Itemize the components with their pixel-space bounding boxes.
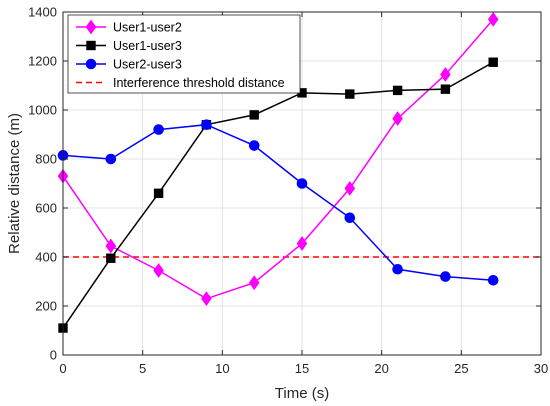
legend-entry: User2-user3 bbox=[76, 58, 182, 72]
diamond-marker bbox=[85, 19, 97, 35]
circle-marker bbox=[344, 212, 356, 224]
series-layer bbox=[57, 11, 499, 333]
legend-entry: User1-user2 bbox=[76, 19, 182, 35]
diamond-marker bbox=[105, 238, 117, 254]
diamond-marker bbox=[201, 291, 212, 307]
circle-marker bbox=[392, 263, 403, 275]
square-marker bbox=[392, 85, 403, 96]
y-tick-label: 600 bbox=[35, 201, 57, 216]
legend-label: Interference threshold distance bbox=[113, 76, 285, 90]
diamond-marker bbox=[296, 236, 308, 251]
series-line bbox=[62, 61, 494, 329]
y-tick-label: 200 bbox=[35, 299, 57, 314]
legend-box bbox=[67, 14, 301, 94]
series-1 bbox=[57, 11, 499, 307]
y-tick-label: 1400 bbox=[28, 5, 57, 20]
circle-marker bbox=[153, 124, 164, 135]
legend: User1-user2 User1-user3 User2-user3 Interfe… bbox=[67, 14, 301, 94]
diamond-marker bbox=[392, 111, 403, 126]
x-tick-label: 10 bbox=[215, 361, 229, 376]
x-tick-label: 25 bbox=[454, 361, 468, 376]
y-tick-label: 400 bbox=[35, 250, 57, 265]
circle-marker bbox=[85, 58, 97, 70]
square-marker bbox=[106, 253, 116, 263]
x-tick-label: 20 bbox=[374, 361, 388, 376]
legend-label: User1-user3 bbox=[113, 39, 182, 53]
circle-marker bbox=[105, 153, 117, 165]
series-line bbox=[62, 18, 494, 300]
x-axis-title: Time (s) bbox=[275, 385, 329, 402]
diamond-marker bbox=[153, 263, 164, 278]
circle-marker bbox=[248, 140, 260, 151]
diamond-marker bbox=[440, 67, 451, 82]
circle-marker bbox=[440, 271, 451, 282]
circle-marker bbox=[296, 178, 308, 189]
x-tick-label: 5 bbox=[139, 361, 146, 376]
legend-label: User1-user2 bbox=[113, 21, 182, 35]
square-marker bbox=[86, 40, 96, 51]
x-tick-labels: 0 5 10 15 20 25 30 bbox=[59, 361, 548, 376]
x-tick-label: 0 bbox=[59, 361, 66, 376]
series-line bbox=[62, 123, 494, 282]
y-tick-label: 1000 bbox=[28, 103, 57, 118]
legend-entry: Interference threshold distance bbox=[76, 76, 285, 90]
square-marker bbox=[345, 89, 355, 99]
y-axis-title: Relative distance (m) bbox=[6, 113, 23, 254]
square-marker bbox=[249, 110, 259, 120]
legend-entry: User1-user3 bbox=[76, 39, 182, 53]
circle-marker bbox=[201, 119, 212, 130]
circle-marker bbox=[487, 274, 499, 286]
square-marker bbox=[153, 188, 164, 199]
diamond-marker bbox=[487, 11, 499, 27]
diamond-marker bbox=[344, 181, 356, 196]
square-marker bbox=[440, 84, 451, 94]
diamond-marker bbox=[248, 275, 260, 291]
y-tick-labels: 0 200 400 600 800 1000 1200 1400 bbox=[28, 5, 57, 363]
x-tick-label: 30 bbox=[534, 361, 548, 376]
legend-label: User2-user3 bbox=[113, 58, 182, 72]
square-marker bbox=[488, 57, 498, 67]
y-tick-label: 1200 bbox=[28, 54, 57, 69]
x-tick-label: 15 bbox=[295, 361, 309, 376]
y-tick-label: 0 bbox=[50, 348, 57, 363]
y-tick-label: 800 bbox=[35, 152, 57, 167]
